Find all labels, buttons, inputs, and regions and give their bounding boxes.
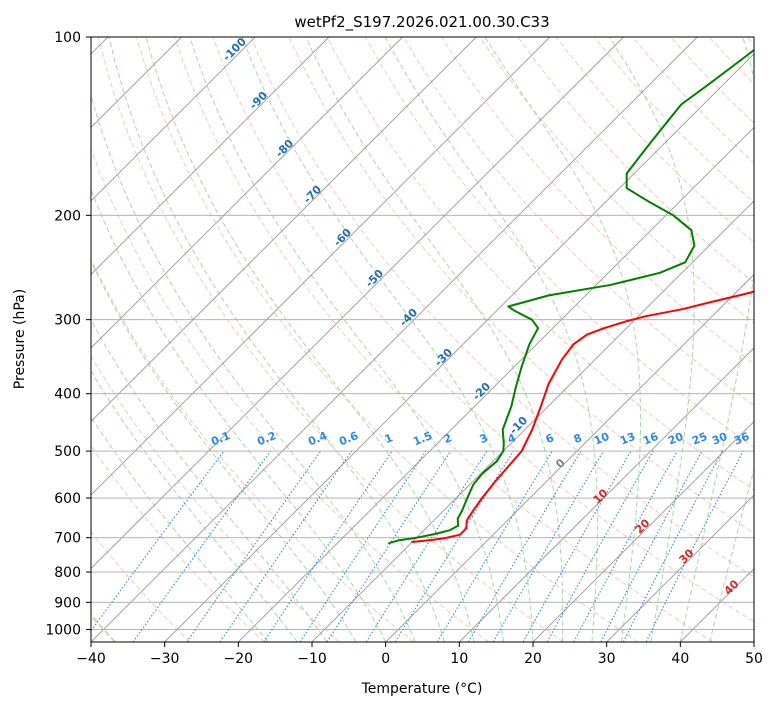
y-axis: 100 200 300 400 500 600 700 800 900 1000: [45, 30, 91, 638]
mixing-ratio-lines: [91, 450, 744, 642]
dry-adiabat-line: [91, 147, 489, 642]
mixing-ratio-label: 2: [442, 431, 454, 446]
isotherm-line: [532, 420, 754, 642]
mixing-ratio-line: [546, 450, 654, 642]
mixing-ratio-label: 10: [592, 430, 611, 448]
isotherm-line: [91, 37, 256, 202]
y-tick-label: 300: [54, 313, 81, 329]
mixing-ratio-label: 13: [618, 430, 637, 448]
mixing-ratio-line: [186, 450, 322, 642]
isotherm-line: [238, 126, 754, 642]
moist-adiabat-line: [305, 37, 564, 642]
x-tick-label: 30: [598, 651, 616, 667]
moist-adiabat-line: [91, 318, 328, 642]
y-tick-label: 600: [54, 491, 81, 507]
x-tick-label: −20: [224, 651, 254, 667]
isotherm-line: [606, 494, 754, 642]
mixing-ratio-line: [622, 450, 723, 642]
mixing-ratio-label: 36: [732, 430, 751, 448]
x-axis: −40 −30 −20 −10 0 10 20 30 40 50: [76, 642, 763, 667]
y-tick-label: 1000: [45, 622, 81, 638]
moist-adiabat-line: [608, 37, 695, 642]
dry-adiabat-line: [91, 445, 265, 642]
mixing-ratio-line: [522, 450, 632, 642]
moist-adiabat-line: [189, 37, 504, 642]
chart-title: wetPf2_S197.2026.021.00.30.C33: [294, 13, 549, 32]
mixing-ratio-line: [365, 450, 488, 642]
mixing-ratio-line: [645, 450, 744, 642]
mixing-ratio-label: 30: [710, 430, 729, 448]
x-tick-label: 40: [671, 651, 689, 667]
y-tick-label: 100: [54, 30, 81, 46]
mixing-ratio-line: [132, 450, 272, 642]
mixing-ratio-line: [219, 450, 352, 642]
isotherm-line: [91, 37, 624, 570]
profile-series: [388, 48, 754, 545]
mixing-ratio-label: 20: [666, 430, 685, 448]
mixing-ratio-line: [299, 450, 427, 642]
y-axis-label: Pressure (hPa): [12, 289, 28, 389]
mixing-ratio-line: [326, 450, 452, 642]
x-tick-label: 0: [381, 651, 390, 667]
moist-adiabat-line: [91, 259, 357, 642]
y-tick-label: 900: [54, 595, 81, 611]
dry-adiabats: [91, 37, 754, 642]
moist-adiabat-line: [91, 415, 269, 642]
moist-adiabat-line: [709, 467, 754, 642]
mixing-ratio-line: [91, 450, 225, 632]
moist-adiabat-line: [108, 37, 446, 642]
dry-adiabat-line: [441, 37, 754, 365]
isotherm-line: [91, 37, 698, 642]
x-tick-label: −40: [76, 651, 106, 667]
moist-adiabat-line: [91, 188, 387, 642]
isotherm-line: [385, 273, 754, 642]
dry-adiabat-line: [91, 530, 191, 642]
dry-adiabat-line: [250, 37, 754, 578]
mixing-ratio-line: [263, 450, 393, 642]
mixing-ratio-label: 25: [690, 430, 709, 448]
dry-adiabat-line: [97, 37, 564, 642]
x-tick-label: −30: [150, 651, 180, 667]
plot-frame: [90, 36, 755, 643]
dry-adiabat-line: [91, 355, 340, 642]
mixing-ratio-label: 1: [383, 431, 395, 446]
isotherm-line: [164, 53, 754, 642]
x-tick-label: 20: [524, 651, 542, 667]
dry-adiabat-line: [403, 37, 754, 406]
y-tick-label: 400: [54, 387, 81, 403]
moist-adiabat-line: [145, 37, 475, 642]
mixing-ratio-label: 16: [641, 430, 660, 448]
x-axis-label: Temperature (°C): [361, 681, 483, 697]
dry-adiabat-line: [174, 37, 713, 642]
moist-adiabat-line: [241, 37, 534, 642]
mixing-ratio-line: [600, 450, 703, 642]
y-tick-label: 200: [54, 208, 81, 224]
y-tick-label: 500: [54, 444, 81, 460]
dry-adiabat-line: [517, 37, 754, 284]
dry-adiabat-line: [135, 37, 639, 642]
temperature-profile-line: [411, 290, 754, 543]
isotherm-line: [91, 37, 477, 423]
y-tick-label: 800: [54, 565, 81, 581]
isotherm-line: [91, 37, 330, 276]
plot-background: [91, 37, 754, 642]
moist-adiabat-line: [679, 37, 754, 642]
mixing-ratio-label: 8: [572, 431, 584, 446]
dry-adiabat-line: [212, 37, 754, 623]
isotherm-line: [91, 37, 551, 496]
isotherm-line: [91, 37, 403, 349]
mixing-ratio-line: [436, 450, 553, 642]
y-tick-label: 700: [54, 531, 81, 547]
x-tick-label: −10: [297, 651, 327, 667]
mixing-ratio-line: [573, 450, 678, 642]
mixing-ratio-label: 3: [478, 431, 490, 446]
dewpoint-profile-line: [388, 48, 754, 545]
x-tick-label: 50: [745, 651, 763, 667]
isotherm-line: [459, 347, 754, 642]
mixing-ratio-line: [394, 450, 514, 642]
x-tick-label: 10: [450, 651, 468, 667]
moist-adiabat-line: [384, 37, 598, 642]
isobars: [91, 37, 754, 630]
